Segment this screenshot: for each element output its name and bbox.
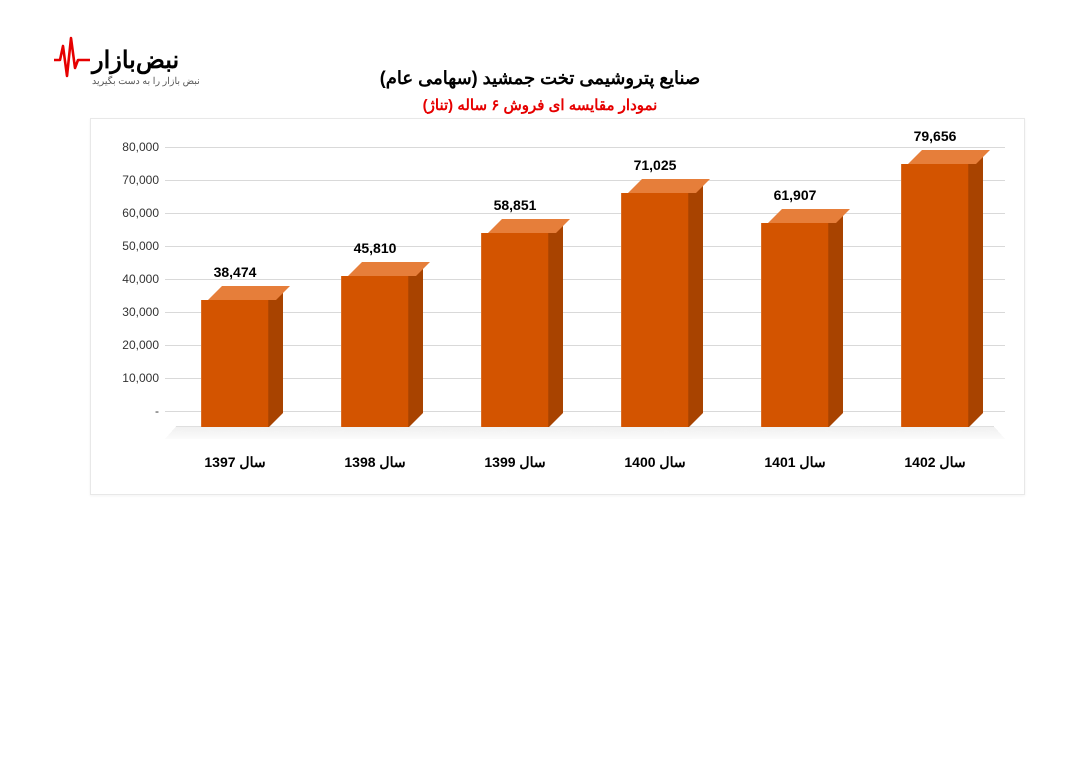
bar-front — [481, 233, 549, 427]
bar: 58,851 — [481, 233, 549, 427]
bar-value-label: 58,851 — [494, 197, 537, 213]
chart-panel: - 10,000 20,000 30,000 40,000 50,000 60,000 70,… — [90, 118, 1025, 495]
gridline — [165, 411, 1005, 412]
bar-side — [269, 286, 283, 427]
gridline — [165, 147, 1005, 148]
bar-top — [628, 179, 710, 193]
bar: 38,474 — [201, 300, 269, 427]
bar-value-label: 79,656 — [914, 128, 957, 144]
bar-top — [488, 219, 570, 233]
plot-floor — [165, 426, 1005, 439]
gridline — [165, 180, 1005, 181]
bar-side — [549, 219, 563, 427]
bar: 61,907 — [761, 223, 829, 427]
y-tick: 40,000 — [103, 273, 159, 285]
gridline — [165, 378, 1005, 379]
y-tick: - — [103, 405, 159, 417]
y-tick: 10,000 — [103, 372, 159, 384]
bar-side — [689, 179, 703, 427]
bar-top — [208, 286, 290, 300]
bar-side — [829, 209, 843, 427]
bar: 71,025 — [621, 193, 689, 427]
y-tick: 80,000 — [103, 141, 159, 153]
bar-front — [621, 193, 689, 427]
x-tick: سال 1401 — [764, 454, 825, 471]
bar: 79,656 — [901, 164, 969, 427]
bar-front — [901, 164, 969, 427]
y-tick: 60,000 — [103, 207, 159, 219]
bar-value-label: 38,474 — [214, 264, 257, 280]
y-tick: 50,000 — [103, 240, 159, 252]
y-tick: 30,000 — [103, 306, 159, 318]
bar-front — [201, 300, 269, 427]
bar-front — [341, 276, 409, 427]
bar-value-label: 71,025 — [634, 157, 677, 173]
bar-value-label: 45,810 — [354, 240, 397, 256]
bar: 45,810 — [341, 276, 409, 427]
x-tick: سال 1399 — [484, 454, 545, 471]
x-tick: سال 1400 — [624, 454, 685, 471]
x-tick: سال 1402 — [904, 454, 965, 471]
y-tick: 20,000 — [103, 339, 159, 351]
bar-side — [969, 150, 983, 427]
chart-subtitle: نمودار مقایسه ای فروش ۶ ساله (تناژ) — [0, 96, 1080, 114]
gridline — [165, 279, 1005, 280]
plot-area: -10,00020,00030,00040,00050,00060,00070,… — [165, 139, 1005, 439]
y-tick: 70,000 — [103, 174, 159, 186]
gridline — [165, 345, 1005, 346]
chart-title: صنایع پتروشیمی تخت جمشید (سهامی عام) — [0, 68, 1080, 89]
x-tick: سال 1398 — [344, 454, 405, 471]
bar-side — [409, 262, 423, 427]
gridline — [165, 246, 1005, 247]
bar-value-label: 61,907 — [774, 187, 817, 203]
gridline — [165, 213, 1005, 214]
bar-top — [768, 209, 850, 223]
bar-top — [348, 262, 430, 276]
bar-top — [908, 150, 990, 164]
gridline — [165, 312, 1005, 313]
bar-front — [761, 223, 829, 427]
x-tick: سال 1397 — [204, 454, 265, 471]
